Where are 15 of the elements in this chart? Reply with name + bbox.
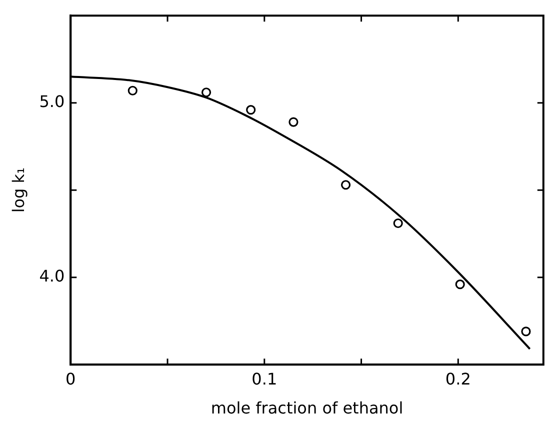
x-axis-title: mole fraction of ethanol <box>210 398 404 418</box>
point <box>455 280 465 290</box>
y-tick-label: 5.0 <box>39 92 65 112</box>
point <box>246 105 256 115</box>
point <box>521 326 531 336</box>
x-tick-label: 0.2 <box>445 369 471 388</box>
x-tick-label: 0.1 <box>252 369 278 388</box>
point <box>393 218 403 228</box>
x-tick-label: 0 <box>66 369 76 388</box>
point <box>340 180 351 190</box>
y-axis-title: log k₁ <box>8 168 28 213</box>
point <box>201 88 212 98</box>
y-tick-label: 4.0 <box>39 266 65 286</box>
point <box>128 86 138 96</box>
point <box>288 117 298 127</box>
